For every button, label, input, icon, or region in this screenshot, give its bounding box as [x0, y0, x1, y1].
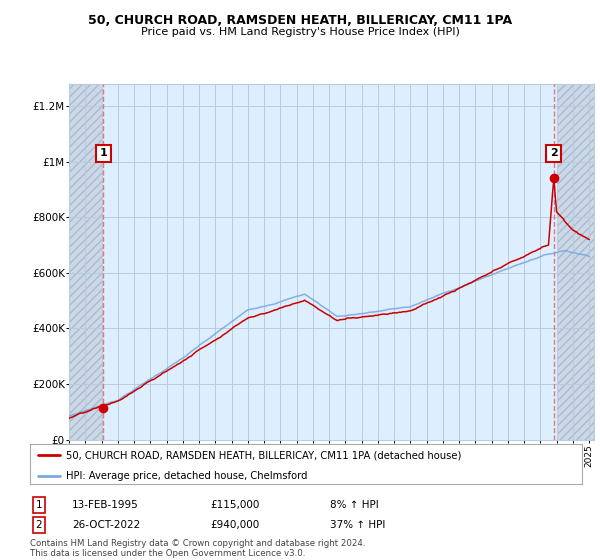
Bar: [557, 78, 600, 440]
Text: 2: 2: [35, 520, 43, 530]
Text: 50, CHURCH ROAD, RAMSDEN HEATH, BILLERICAY, CM11 1PA: 50, CHURCH ROAD, RAMSDEN HEATH, BILLERIC…: [88, 14, 512, 27]
Text: HPI: Average price, detached house, Chelmsford: HPI: Average price, detached house, Chel…: [66, 470, 307, 480]
Text: Contains HM Land Registry data © Crown copyright and database right 2024.
This d: Contains HM Land Registry data © Crown c…: [30, 539, 365, 558]
Text: 8% ↑ HPI: 8% ↑ HPI: [330, 500, 379, 510]
Text: £940,000: £940,000: [210, 520, 259, 530]
Bar: [69, 78, 103, 440]
Text: 13-FEB-1995: 13-FEB-1995: [72, 500, 139, 510]
Text: Price paid vs. HM Land Registry's House Price Index (HPI): Price paid vs. HM Land Registry's House …: [140, 27, 460, 37]
Text: 1: 1: [35, 500, 43, 510]
Text: 1: 1: [100, 148, 107, 158]
Text: 50, CHURCH ROAD, RAMSDEN HEATH, BILLERICAY, CM11 1PA (detached house): 50, CHURCH ROAD, RAMSDEN HEATH, BILLERIC…: [66, 450, 461, 460]
Text: 2: 2: [550, 148, 557, 158]
Text: 26-OCT-2022: 26-OCT-2022: [72, 520, 140, 530]
Text: £115,000: £115,000: [210, 500, 259, 510]
Text: 37% ↑ HPI: 37% ↑ HPI: [330, 520, 385, 530]
